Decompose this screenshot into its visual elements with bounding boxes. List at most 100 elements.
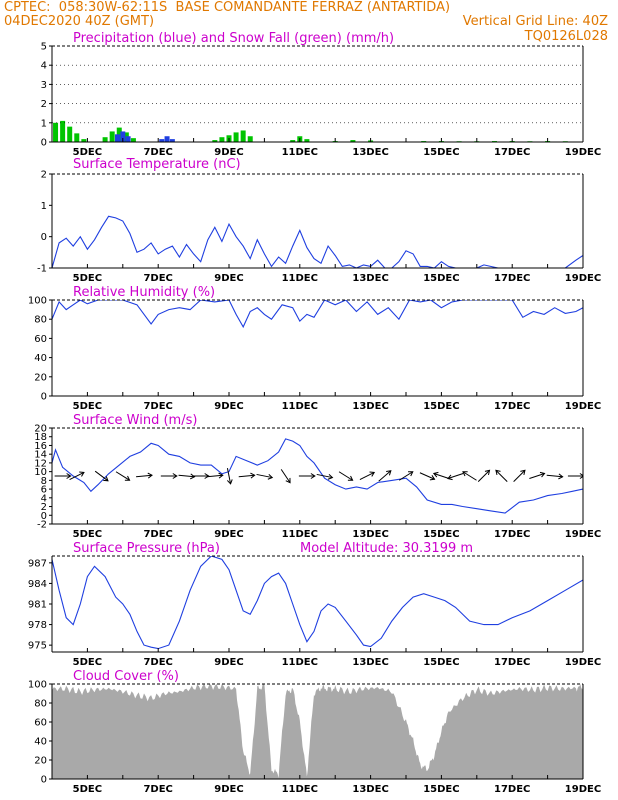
wind-ytick-label: 6 — [41, 485, 47, 496]
temperature-xtick-label: 17DEC — [494, 273, 530, 284]
pressure-ytick-label: 987 — [28, 558, 47, 569]
precip-ytick-label: 5 — [41, 42, 47, 53]
precip-xtick-label: 13DEC — [352, 147, 388, 158]
snow-bar — [212, 140, 218, 142]
humidity-title: Relative Humidity (%) — [73, 285, 215, 300]
rain-bar — [159, 139, 165, 142]
wind-ytick-label: 20 — [34, 424, 47, 435]
pressure-ytick-label: 981 — [28, 600, 47, 611]
wind-arrow — [54, 473, 72, 479]
cloud-ytick-label: 100 — [28, 680, 47, 691]
rain-bar — [169, 139, 175, 142]
header-title-line: CPTEC: 058:30W-62:11S BASE COMANDANTE FE… — [4, 0, 450, 15]
cloud-title: Cloud Cover (%) — [73, 669, 179, 684]
wind-arrow — [398, 471, 414, 481]
cloud-data — [52, 684, 583, 779]
header-run-time: 04DEC2020 40Z (GMT) — [4, 14, 155, 29]
snow-bar — [350, 140, 356, 142]
wind-xtick-label: 7DEC — [143, 529, 172, 540]
wind-arrow — [178, 473, 196, 480]
wind-arrow — [529, 471, 546, 480]
humidity-xtick-label: 5DEC — [73, 401, 102, 412]
humidity-xtick-label: 13DEC — [352, 401, 388, 412]
pressure-xtick-label: 15DEC — [423, 657, 459, 668]
wind-arrow — [338, 471, 354, 481]
wind-arrow — [298, 473, 316, 479]
snow-bar — [67, 126, 73, 142]
pressure-xtick-label: 11DEC — [282, 657, 318, 668]
snow-bar — [81, 139, 87, 142]
wind-ytick-label: 12 — [34, 458, 47, 469]
wind-ytick-label: 0 — [41, 511, 47, 522]
wind-arrow — [447, 472, 464, 481]
pressure-line — [52, 556, 583, 650]
snow-bar — [233, 132, 239, 142]
wind-arrow — [136, 472, 153, 479]
snow-bar — [219, 137, 225, 142]
pressure-ytick-label: 978 — [28, 620, 47, 631]
temperature-ytick-label: -1 — [37, 264, 47, 275]
temperature-xtick-label: 7DEC — [143, 273, 172, 284]
cloud-cover-area — [52, 684, 583, 779]
snow-bar — [74, 133, 80, 142]
snow-bar — [290, 140, 296, 142]
wind-arrow — [69, 471, 85, 481]
pressure-title: Surface Pressure (hPa) — [73, 541, 220, 556]
wind-xtick-label: 17DEC — [494, 529, 530, 540]
wind-arrow — [495, 469, 508, 483]
precip-ytick-label: 4 — [41, 61, 47, 72]
wind-arrow — [477, 469, 491, 483]
pressure-panel: 975 978 981 984 987 5DEC 7DEC 9DEC 11DEC 13DEC 15D… — [28, 541, 601, 668]
wind-ytick-label: -2 — [37, 520, 47, 531]
pressure-xtick-label: 17DEC — [494, 657, 530, 668]
precip-title: Precipitation (blue) and Snow Fall (gree… — [73, 31, 394, 46]
wind-arrow — [513, 469, 526, 483]
wind-arrow — [280, 469, 291, 484]
wind-arrow — [432, 471, 450, 480]
wind-ytick-label: 4 — [41, 493, 47, 504]
temperature-xtick-label: 15DEC — [423, 273, 459, 284]
temperature-ytick-label: 1 — [41, 201, 47, 212]
cloud-xtick-label: 11DEC — [282, 784, 318, 795]
pressure-data — [52, 556, 583, 650]
cloud-xtick-label: 19DEC — [565, 784, 601, 795]
wind-ytick-label: 2 — [41, 502, 47, 513]
wind-arrow — [226, 468, 233, 485]
humidity-ytick-label: 20 — [34, 372, 47, 383]
humidity-ytick-label: 100 — [28, 296, 47, 307]
cloud-xtick-label: 13DEC — [352, 784, 388, 795]
pressure-xtick-label: 5DEC — [73, 657, 102, 668]
pressure-xtick-label: 19DEC — [565, 657, 601, 668]
humidity-xtick-label: 17DEC — [494, 401, 530, 412]
temperature-ytick-label: 0 — [41, 232, 47, 243]
pressure-xtick-label: 7DEC — [143, 657, 172, 668]
wind-arrow — [115, 471, 131, 481]
rain-bar — [114, 134, 120, 142]
temperature-xtick-label: 11DEC — [282, 273, 318, 284]
cloud-xtick-label: 5DEC — [73, 784, 102, 795]
wind-xtick-label: 15DEC — [423, 529, 459, 540]
temperature-xtick-label: 13DEC — [352, 273, 388, 284]
wind-ytick-label: 16 — [34, 441, 47, 452]
cloud-ytick-label: 20 — [34, 756, 47, 767]
temperature-xtick-label: 19DEC — [565, 273, 601, 284]
wind-ytick-label: 10 — [34, 467, 47, 478]
temperature-title: Surface Temperature (nC) — [73, 157, 241, 172]
cloud-xtick-label: 17DEC — [494, 784, 530, 795]
pressure-xtick-label: 13DEC — [352, 657, 388, 668]
snow-bar — [102, 137, 108, 142]
wind-line — [52, 438, 583, 514]
precip-xtick-label: 5DEC — [73, 147, 102, 158]
wind-ytick-label: 14 — [34, 450, 47, 461]
header-location: 058:30W-62:11S BASE COMANDANTE FERRAZ (A… — [58, 0, 451, 15]
humidity-panel: 0 20 40 60 80 100 5DEC 7DEC 9DEC 11DEC 13DEC 15DEC 1… — [28, 285, 601, 412]
cloud-xtick-label: 15DEC — [423, 784, 459, 795]
humidity-xtick-label: 9DEC — [214, 401, 243, 412]
pressure-ytick-label: 984 — [28, 579, 47, 590]
precip-ytick-label: 0 — [41, 138, 47, 149]
temperature-ytick-label: 2 — [41, 170, 47, 181]
humidity-xtick-label: 15DEC — [423, 401, 459, 412]
rain-bar — [164, 136, 170, 142]
snow-bar — [130, 138, 136, 142]
